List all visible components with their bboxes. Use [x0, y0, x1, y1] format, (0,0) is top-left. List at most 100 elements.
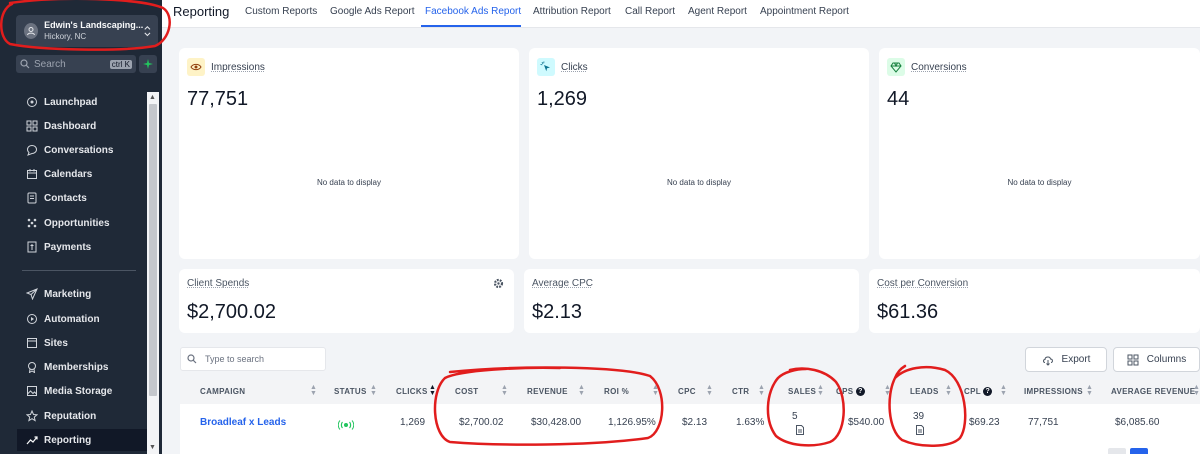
tab-custom-reports[interactable]: Custom Reports: [245, 6, 318, 17]
sort-icon[interactable]: ▲ ▼: [706, 384, 713, 397]
sidebar-item-memberships[interactable]: Memberships: [17, 356, 147, 378]
sidebar-item-label: Opportunities: [44, 217, 110, 229]
sort-icon[interactable]: ▲ ▼: [652, 384, 659, 397]
column-header-cost[interactable]: COST: [455, 387, 479, 396]
sort-desc-icon[interactable]: ▲ ▼: [429, 384, 436, 397]
sidebar-item-dashboard[interactable]: Dashboard: [17, 115, 147, 137]
sort-icon[interactable]: ▲ ▼: [1000, 384, 1007, 397]
report-tabs: Reporting Custom Reports Google Ads Repo…: [162, 0, 1200, 28]
sort-icon[interactable]: ▲ ▼: [370, 384, 377, 397]
help-icon[interactable]: ?: [855, 387, 865, 397]
columns-icon: [1127, 354, 1139, 365]
clicks-label: Clicks: [561, 61, 588, 73]
globe-icon: [27, 338, 37, 348]
clicks-empty-state: No data to display: [666, 178, 732, 187]
contacts-icon: [27, 192, 37, 204]
cost-cell: $2,700.02: [459, 417, 504, 428]
sparkle-icon: [143, 59, 153, 69]
column-header-sales[interactable]: SALES: [788, 387, 817, 396]
column-header-cpc[interactable]: CPC: [678, 387, 696, 396]
table-search-input[interactable]: Type to search: [180, 347, 326, 371]
gear-icon[interactable]: [493, 278, 504, 289]
column-header-cpl[interactable]: CPL ?: [964, 387, 993, 397]
sidebar-item-payments[interactable]: Payments: [17, 236, 147, 258]
tab-call-report[interactable]: Call Report: [625, 6, 676, 17]
sort-icon[interactable]: ▲ ▼: [501, 384, 508, 397]
tab-agent-report[interactable]: Agent Report: [688, 6, 747, 17]
document-icon[interactable]: [916, 425, 924, 435]
sidebar-item-opportunities[interactable]: Opportunities: [17, 212, 147, 234]
column-header-average-revenue[interactable]: AVERAGE REVENUE: [1111, 387, 1196, 396]
sort-icon[interactable]: ▲ ▼: [310, 384, 317, 397]
impressions-cell: 77,751: [1028, 417, 1059, 428]
pagination-button[interactable]: [1108, 448, 1126, 454]
column-header-status[interactable]: STATUS: [334, 387, 367, 396]
sidebar-scroll-thumb[interactable]: [149, 104, 157, 396]
campaign-link[interactable]: Broadleaf x Leads: [200, 417, 287, 428]
tab-facebook-ads-report[interactable]: Facebook Ads Report: [425, 6, 522, 17]
sidebar-item-label: Reputation: [44, 410, 97, 422]
help-icon[interactable]: ?: [983, 387, 993, 397]
eye-icon: [187, 58, 205, 76]
tab-google-ads-report[interactable]: Google Ads Report: [330, 6, 415, 17]
column-header-clicks[interactable]: CLICKS: [396, 387, 428, 396]
sidebar-item-contacts[interactable]: Contacts: [17, 187, 147, 209]
sidebar-item-marketing[interactable]: Marketing: [17, 283, 147, 305]
sidebar-item-sites[interactable]: Sites: [17, 332, 147, 354]
impressions-card: Impressions 77,751 No data to display: [179, 48, 519, 259]
sidebar-search[interactable]: Search ctrl K: [16, 55, 136, 73]
send-icon: [26, 288, 38, 300]
sort-icon[interactable]: ▲ ▼: [945, 384, 952, 397]
sidebar-item-reputation[interactable]: Reputation: [17, 405, 147, 427]
rocket-icon: [27, 97, 37, 107]
sort-icon[interactable]: ▲ ▼: [1193, 384, 1200, 397]
export-button[interactable]: Export: [1025, 347, 1107, 372]
client-spends-card: Client Spends $2,700.02: [179, 269, 514, 333]
cpl-cell: $69.23: [969, 417, 1000, 428]
column-header-ctr[interactable]: CTR: [732, 387, 750, 396]
sidebar-item-conversations[interactable]: Conversations: [17, 139, 147, 161]
sidebar-item-reporting[interactable]: Reporting: [17, 429, 147, 451]
column-header-cps[interactable]: CPS ?: [836, 387, 865, 397]
cloud-download-icon: [1042, 356, 1053, 366]
column-header-revenue[interactable]: REVENUE: [527, 387, 568, 396]
average-cpc-label: Average CPC: [532, 278, 593, 289]
location-switcher[interactable]: Edwin's Landscaping... Hickory, NC: [16, 15, 158, 47]
column-header-roi[interactable]: ROI %: [604, 387, 630, 396]
award-icon: [28, 362, 36, 373]
cursor-click-icon: [537, 58, 555, 76]
scroll-up-icon[interactable]: ▲: [149, 94, 156, 101]
sort-icon[interactable]: ▲ ▼: [1086, 384, 1093, 397]
impressions-empty-state: No data to display: [316, 178, 382, 187]
column-header-impressions[interactable]: IMPRESSIONS: [1024, 387, 1083, 396]
sort-icon[interactable]: ▲ ▼: [884, 384, 891, 397]
clicks-card: Clicks 1,269 No data to display: [529, 48, 869, 259]
average-revenue-cell: $6,085.60: [1115, 417, 1160, 428]
automation-icon: [27, 314, 37, 324]
sort-icon[interactable]: ▲ ▼: [817, 384, 824, 397]
document-icon[interactable]: [796, 425, 804, 435]
columns-button[interactable]: Columns: [1113, 347, 1200, 372]
sidebar-item-label: Media Storage: [44, 385, 113, 397]
sidebar-item-calendars[interactable]: Calendars: [17, 163, 147, 185]
sort-icon[interactable]: ▲ ▼: [578, 384, 585, 397]
sort-icon[interactable]: ▲ ▼: [758, 384, 765, 397]
sidebar-search-placeholder: Search: [34, 58, 66, 70]
conversions-value: 44: [887, 88, 910, 110]
location-avatar-icon: [24, 23, 39, 39]
status-active-icon: [337, 417, 355, 430]
scroll-down-icon[interactable]: ▼: [149, 444, 156, 451]
sidebar-item-launchpad[interactable]: Launchpad: [17, 91, 147, 113]
table-header: [180, 380, 1200, 404]
clicks-cell: 1,269: [400, 417, 426, 428]
search-shortcut: ctrl K: [109, 59, 132, 69]
sidebar-item-automation[interactable]: Automation: [17, 308, 147, 330]
tab-attribution-report[interactable]: Attribution Report: [533, 6, 611, 17]
pagination-button-active[interactable]: [1130, 448, 1148, 454]
quick-action-button[interactable]: [139, 55, 157, 73]
location-city: Hickory, NC: [44, 32, 87, 41]
column-header-leads[interactable]: LEADS: [910, 387, 939, 396]
tab-appointment-report[interactable]: Appointment Report: [760, 6, 849, 17]
column-header-campaign[interactable]: CAMPAIGN: [200, 387, 246, 396]
sidebar-item-media-storage[interactable]: Media Storage: [17, 380, 147, 402]
